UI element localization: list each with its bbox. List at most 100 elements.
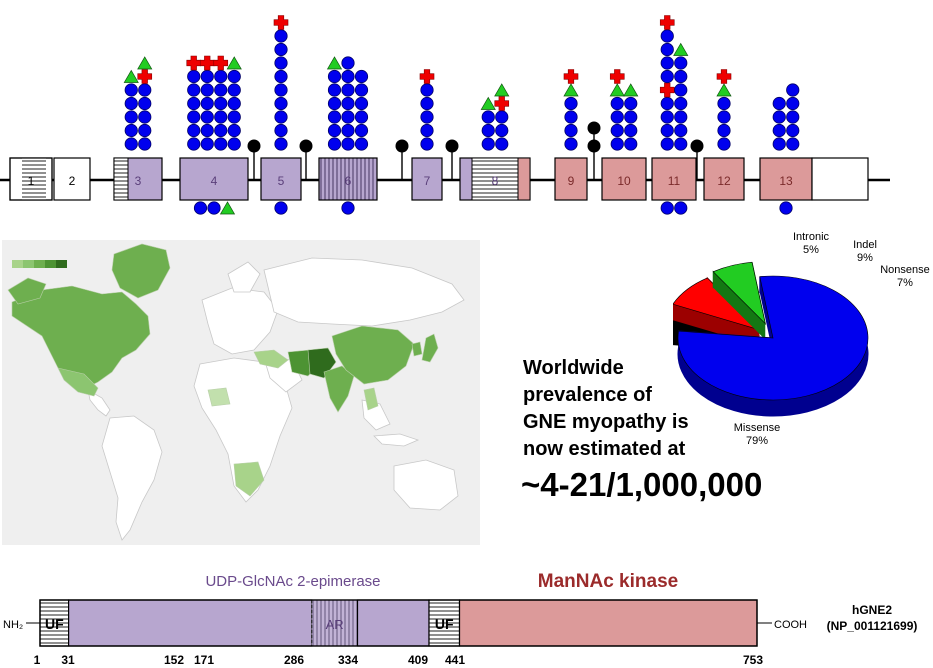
missense-marker	[354, 137, 369, 151]
missense-marker	[610, 96, 624, 111]
missense-marker	[717, 137, 731, 151]
map-color-scale	[12, 260, 67, 268]
missense-marker	[354, 96, 369, 111]
nonsense-marker	[609, 69, 625, 84]
residue-tick-31: 31	[61, 653, 75, 667]
missense-marker	[660, 56, 674, 70]
missense-marker	[717, 123, 731, 138]
missense-marker	[214, 123, 228, 138]
indel-marker	[623, 83, 639, 97]
missense-marker	[274, 42, 288, 57]
missense-marker	[717, 110, 731, 124]
missense-marker	[274, 56, 288, 70]
missense-marker	[341, 201, 355, 215]
missense-marker	[772, 123, 786, 138]
missense-marker	[420, 110, 434, 124]
mutations-exon-4	[186, 55, 242, 151]
missense-marker	[341, 96, 355, 111]
mutations-exon-5	[273, 15, 289, 151]
missense-marker	[200, 96, 214, 111]
missense-marker	[124, 83, 138, 97]
prevalence-line-1: Worldwide	[523, 357, 624, 379]
missense-marker	[624, 110, 638, 124]
prevalence-line-2: prevalence of	[523, 384, 652, 406]
missense-marker	[138, 96, 152, 111]
pie-value-nonsense: 7%	[897, 277, 913, 289]
missense-marker	[200, 69, 214, 84]
missense-marker	[274, 69, 288, 84]
scale-swatch	[34, 260, 45, 268]
world-map-panel	[2, 240, 480, 545]
missense-marker	[341, 69, 355, 84]
n-terminus-label: NH₂	[3, 619, 23, 631]
residue-tick-1: 1	[34, 653, 41, 667]
mutations-below-exon-5	[274, 201, 288, 215]
residue-tick-334: 334	[338, 653, 358, 667]
mutations-exon-13	[772, 83, 800, 151]
missense-marker	[660, 69, 674, 84]
indel-marker	[494, 83, 510, 97]
missense-marker	[227, 83, 241, 97]
domain-title-kinase: ManNAc kinase	[538, 571, 678, 592]
missense-marker	[660, 29, 674, 43]
missense-marker	[341, 110, 355, 124]
missense-marker	[138, 110, 152, 124]
exon-label: 8	[492, 174, 499, 188]
indel-marker	[563, 83, 579, 97]
missense-marker	[138, 123, 152, 138]
indel-marker	[137, 56, 153, 70]
missense-marker	[200, 83, 214, 97]
exon-label: 9	[568, 174, 575, 188]
missense-marker	[124, 123, 138, 138]
missense-marker	[624, 96, 638, 111]
exon-label: 10	[617, 174, 631, 188]
missense-marker	[610, 137, 624, 151]
missense-marker	[786, 110, 800, 124]
country-mexico	[57, 367, 99, 397]
land-indonesia	[373, 433, 420, 447]
domain-label: UF	[45, 616, 64, 632]
domain-label: AR	[326, 617, 344, 632]
missense-marker	[327, 123, 342, 138]
missense-marker	[193, 201, 208, 215]
mutations-exon-12	[716, 69, 732, 151]
mutations-exon-6	[326, 56, 369, 151]
utr-3prime-box	[811, 157, 869, 201]
exon-10: 10	[601, 157, 647, 201]
missense-marker	[772, 137, 786, 151]
residue-tick-753: 753	[743, 653, 763, 667]
mutations-below-exon-11	[660, 201, 688, 215]
missense-marker	[227, 96, 241, 111]
nonsense-marker	[659, 82, 675, 98]
missense-marker	[341, 83, 355, 97]
intronic-variant-11-12	[690, 139, 704, 180]
country-north-america	[11, 285, 151, 389]
mutations-exon-8	[480, 83, 510, 151]
missense-marker	[124, 96, 138, 111]
missense-marker	[200, 123, 214, 138]
exon-1: 1	[9, 157, 53, 201]
country-alaska	[7, 277, 47, 305]
missense-marker	[354, 69, 369, 84]
protein-accession: (NP_001121699)	[827, 619, 918, 633]
missense-marker	[564, 96, 578, 111]
missense-marker	[786, 96, 800, 111]
indel-marker	[673, 42, 689, 56]
protein-domain-epimerase-1	[68, 599, 313, 647]
country-southern-africa	[233, 461, 265, 497]
missense-marker	[327, 110, 342, 124]
residue-tick-286: 286	[284, 653, 304, 667]
missense-marker	[341, 137, 355, 151]
exon-3: 3	[113, 157, 163, 201]
pie-slice-nonsense	[712, 261, 767, 340]
country-middle-east	[253, 349, 289, 369]
pie-value-indel: 9%	[857, 252, 873, 264]
exon-label: 1	[28, 174, 35, 188]
missense-marker	[274, 83, 288, 97]
mutations-exon-9	[563, 69, 579, 151]
missense-marker	[327, 83, 342, 97]
missense-marker	[495, 137, 509, 151]
nonsense-marker	[494, 96, 510, 111]
missense-marker	[610, 123, 624, 138]
missense-marker	[660, 96, 674, 111]
